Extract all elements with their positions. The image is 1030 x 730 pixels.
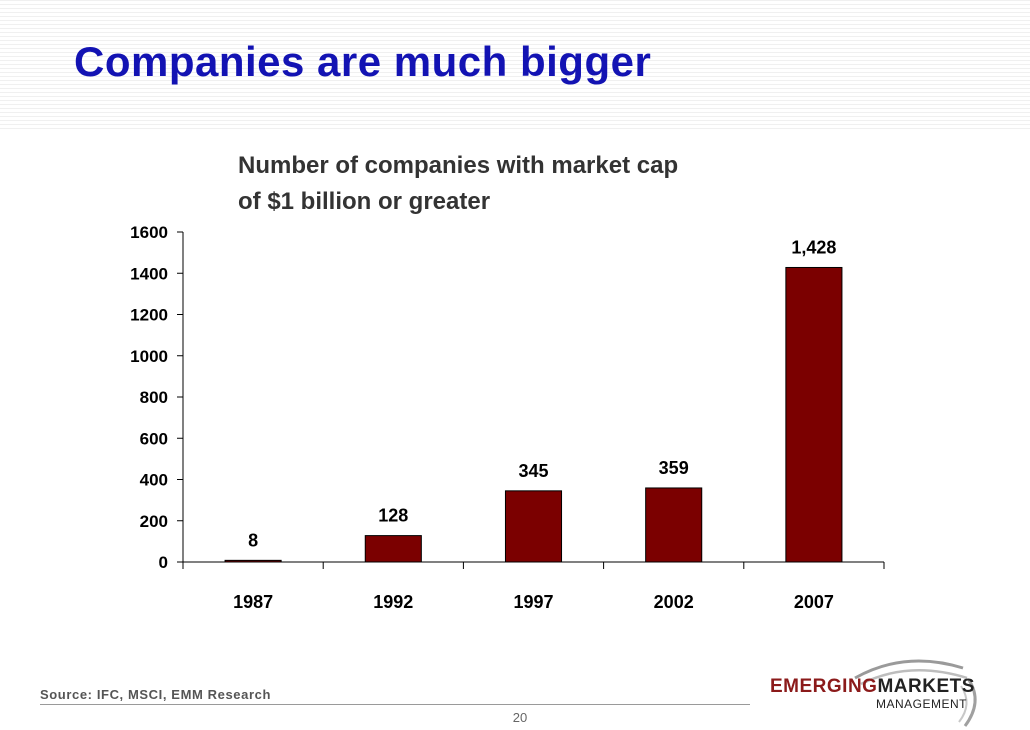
- footer-divider: [40, 704, 750, 705]
- x-tick-label-1997: 1997: [513, 592, 553, 612]
- chart-title: Number of companies with market cap of $…: [238, 148, 838, 220]
- logo-subtitle: MANAGEMENT: [876, 697, 968, 711]
- x-tick-label-1992: 1992: [373, 592, 413, 612]
- slide-title: Companies are much bigger: [74, 38, 652, 85]
- x-tick-label-2002: 2002: [654, 592, 694, 612]
- chart-title-line-2: of $1 billion or greater: [238, 188, 491, 215]
- y-tick-label-5: 1000: [130, 347, 168, 366]
- header-stripes: [0, 0, 1030, 130]
- y-tick-label-6: 1200: [130, 306, 168, 325]
- bar-chart: 0 200 400 600 800 1000 1200 1400 1600 8 1987 128 199…: [130, 223, 885, 612]
- source-note: Source: IFC, MSCI, EMM Research: [40, 687, 271, 702]
- y-tick-label-0: 0: [159, 553, 168, 572]
- bar-1987: [224, 559, 282, 563]
- bar-1992: [364, 535, 422, 563]
- bar-1997: [504, 490, 563, 563]
- x-tick-label-2007: 2007: [794, 592, 834, 612]
- y-tick-label-4: 800: [140, 388, 168, 407]
- bar-2007: [785, 266, 843, 563]
- logo-swoosh-icon: [854, 659, 977, 727]
- data-label-1992: 128: [378, 506, 408, 526]
- logo-markets: MARKETS: [877, 676, 975, 697]
- page-number: 20: [512, 710, 528, 725]
- y-tick-label-2: 400: [140, 471, 168, 490]
- y-tick-label-1: 200: [140, 512, 168, 531]
- y-tick-label-7: 1400: [130, 264, 168, 283]
- data-label-1987: 8: [248, 530, 258, 550]
- y-tick-label-8: 1600: [130, 223, 168, 242]
- bar-2002: [645, 487, 703, 563]
- data-label-2007: 1,428: [791, 237, 836, 257]
- x-tick-label-1987: 1987: [233, 592, 273, 612]
- logo-emerging: EMERGING: [770, 676, 878, 697]
- data-label-2002: 359: [659, 458, 689, 478]
- data-label-1997: 345: [518, 461, 548, 481]
- logo-wordmark: EMERGINGMARKETS: [770, 676, 975, 698]
- chart-title-line-1: Number of companies with market cap: [238, 152, 679, 179]
- y-tick-label-3: 600: [140, 429, 168, 448]
